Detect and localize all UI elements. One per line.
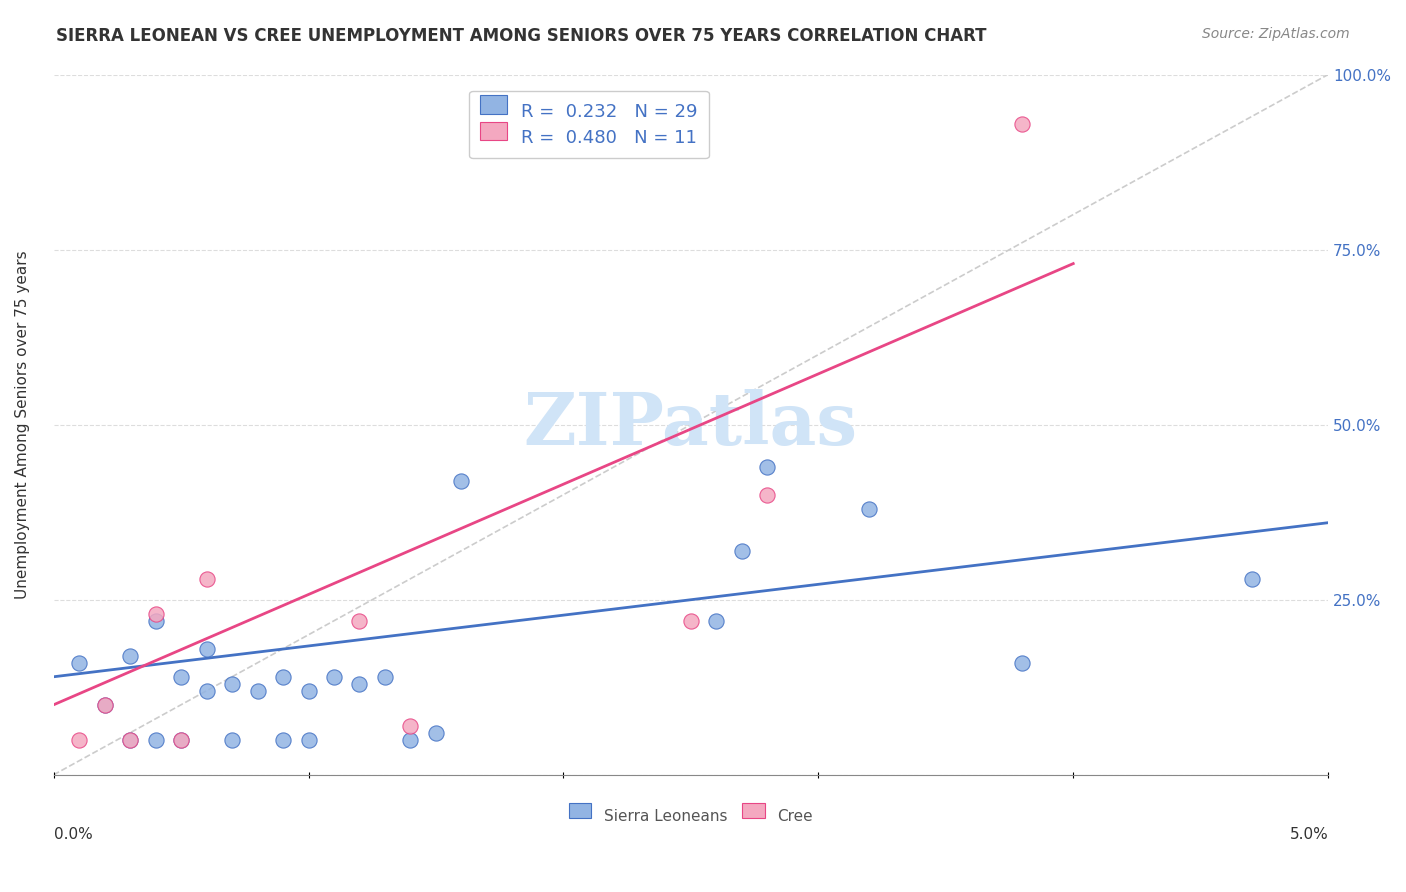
Point xyxy=(120,732,142,747)
Point xyxy=(323,670,346,684)
Point xyxy=(349,614,371,628)
Text: ZIPatlas: ZIPatlas xyxy=(524,389,858,460)
Point xyxy=(145,607,167,621)
Y-axis label: Unemployment Among Seniors over 75 years: Unemployment Among Seniors over 75 years xyxy=(15,251,30,599)
Point xyxy=(706,614,728,628)
Point xyxy=(67,656,90,670)
Point xyxy=(93,698,115,712)
Text: 5.0%: 5.0% xyxy=(1289,827,1329,842)
Text: Source: ZipAtlas.com: Source: ZipAtlas.com xyxy=(1202,27,1350,41)
Text: SIERRA LEONEAN VS CREE UNEMPLOYMENT AMONG SENIORS OVER 75 YEARS CORRELATION CHAR: SIERRA LEONEAN VS CREE UNEMPLOYMENT AMON… xyxy=(56,27,987,45)
Point xyxy=(756,459,779,474)
Legend: Sierra Leoneans, Cree: Sierra Leoneans, Cree xyxy=(562,802,820,830)
Point xyxy=(246,683,269,698)
Point xyxy=(170,670,193,684)
Point xyxy=(271,732,294,747)
Point xyxy=(221,732,243,747)
Point xyxy=(858,501,880,516)
Point xyxy=(679,614,702,628)
Point xyxy=(195,572,218,586)
Point xyxy=(120,732,142,747)
Point xyxy=(145,732,167,747)
Point xyxy=(145,614,167,628)
Point xyxy=(1240,572,1263,586)
Point xyxy=(756,488,779,502)
Text: 0.0%: 0.0% xyxy=(53,827,93,842)
Point xyxy=(399,719,422,733)
Point xyxy=(93,698,115,712)
Point xyxy=(349,677,371,691)
Point xyxy=(271,670,294,684)
Point xyxy=(67,732,90,747)
Point xyxy=(374,670,396,684)
Point xyxy=(450,474,472,488)
Point xyxy=(425,726,447,740)
Point xyxy=(120,648,142,663)
Point xyxy=(399,732,422,747)
Point xyxy=(297,683,319,698)
Point xyxy=(1011,116,1033,130)
Point xyxy=(731,543,754,558)
Point xyxy=(195,683,218,698)
Point xyxy=(221,677,243,691)
Point xyxy=(170,732,193,747)
Point xyxy=(195,641,218,656)
Point xyxy=(170,732,193,747)
Point xyxy=(297,732,319,747)
Point xyxy=(1011,656,1033,670)
